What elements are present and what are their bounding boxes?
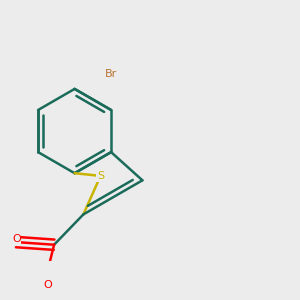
Text: O: O — [43, 280, 52, 290]
Text: O: O — [12, 235, 21, 244]
Text: S: S — [97, 171, 104, 181]
Text: Br: Br — [105, 69, 117, 79]
